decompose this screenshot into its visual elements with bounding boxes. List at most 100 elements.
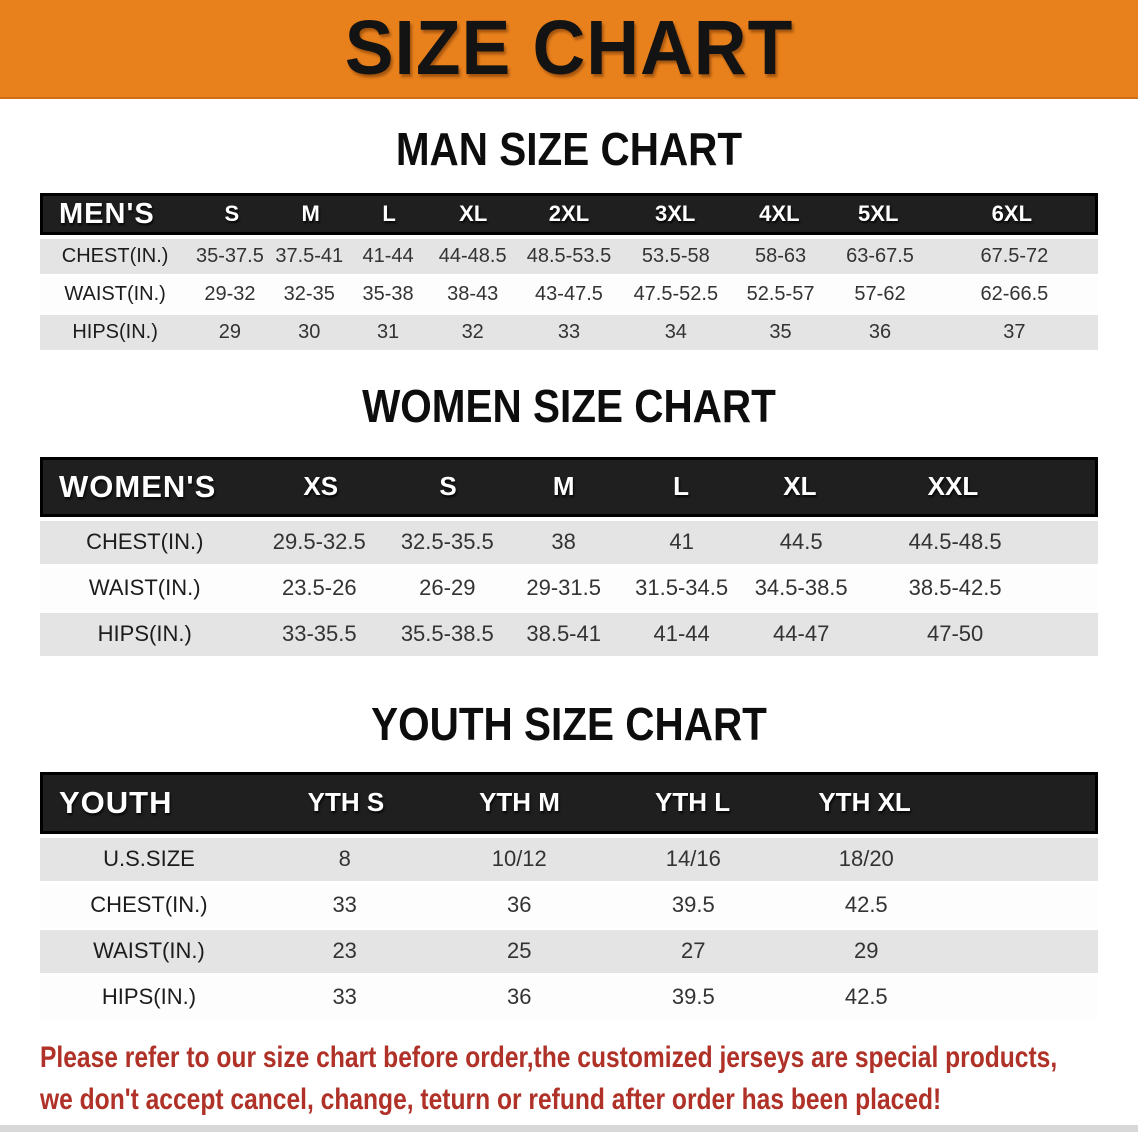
table-cell: 38.5-42.5	[908, 575, 1002, 601]
table-cell: 33	[332, 892, 357, 918]
table-cell: 41	[669, 529, 694, 555]
table-row: HIPS(IN.) 33 36 39.5 42.5	[40, 975, 1098, 1019]
column-header: XS	[303, 471, 339, 502]
column-header: M	[552, 471, 575, 502]
table-cell: 14/16	[665, 846, 721, 872]
table-row: CHEST(IN.) 35-37.5 37.5-41 41-44 44-48.5 48.5…	[40, 239, 1098, 275]
table-cell: 23	[332, 938, 357, 964]
table-cell: 41-44	[653, 621, 710, 647]
row-label: HIPS(IN.)	[101, 984, 197, 1010]
table-cell: 23.5-26	[281, 575, 357, 601]
column-header: YTH XL	[818, 787, 911, 818]
table-cell: 25	[507, 938, 532, 964]
row-label: CHEST(IN.)	[90, 892, 208, 918]
table-row: HIPS(IN.) 29 30 31 32 33 34 35 36 37	[40, 315, 1098, 351]
table-cell: 32-35	[283, 283, 335, 306]
table-header-label: YOUTH	[59, 784, 173, 820]
table-cell: 44.5-48.5	[908, 529, 1002, 555]
table-cell: 27	[681, 938, 706, 964]
table-cell: 31.5-34.5	[635, 575, 729, 601]
table-cell: 44-48.5	[438, 245, 507, 268]
table-cell: 58-63	[754, 245, 807, 268]
row-label: HIPS(IN.)	[97, 621, 192, 647]
row-label: CHEST(IN.)	[61, 245, 169, 268]
section-women: WOMEN SIZE CHART WOMEN'S XS S M L XL XXL CHEST(…	[0, 380, 1138, 656]
table-cell: 18/20	[838, 846, 894, 872]
column-header: S	[439, 471, 457, 502]
column-header: 4XL	[759, 201, 800, 227]
table-cell: 53.5-58	[641, 245, 710, 268]
banner-title: SIZE CHART	[344, 5, 794, 91]
table-cell: 47.5-52.5	[633, 283, 719, 306]
men-size-table: MEN'S S M L XL 2XL 3XL 4XL 5XL 6XL CHEST(IN.) 35-37…	[40, 193, 1098, 351]
table-cell: 42.5	[844, 892, 888, 918]
women-size-table: WOMEN'S XS S M L XL XXL CHEST(IN.) 29.5-32.5 32.5…	[40, 456, 1098, 656]
table-row: CHEST(IN.) 29.5-32.5 32.5-35.5 38 41 44.5 44.5…	[40, 520, 1098, 564]
footnote-line-1: Please refer to our size chart before or…	[40, 1040, 1058, 1074]
table-cell: 26-29	[419, 575, 476, 601]
table-cell: 29-32	[204, 283, 256, 306]
column-header: YTH M	[479, 787, 560, 818]
table-cell: 32	[461, 321, 484, 344]
table-cell: 33	[557, 321, 581, 344]
column-header: XXL	[927, 471, 979, 502]
table-row: WAIST(IN.) 23 25 27 29	[40, 929, 1098, 973]
table-cell: 35-37.5	[195, 245, 264, 268]
column-header: S	[224, 201, 240, 227]
table-cell: 10/12	[491, 846, 547, 872]
table-cell: 42.5	[844, 984, 888, 1010]
youth-size-table: YOUTH YTH S YTH M YTH L YTH XL U.S.SIZE 8 10/12…	[40, 771, 1098, 1019]
table-cell: 57-62	[854, 283, 906, 306]
table-cell: 29	[218, 321, 242, 344]
table-cell: 43-47.5	[535, 283, 603, 306]
table-cell: 29-31.5	[526, 575, 601, 601]
table-cell: 38-43	[447, 283, 499, 306]
table-row: WAIST(IN.) 23.5-26 26-29 29-31.5 31.5-34.5 34…	[40, 566, 1098, 610]
women-section-title: WOMEN SIZE CHART	[362, 380, 776, 433]
row-label: WAIST(IN.)	[88, 575, 201, 601]
footnote: Please refer to our size chart before or…	[0, 1037, 1138, 1121]
column-header: 2XL	[548, 201, 590, 227]
table-cell: 35	[769, 321, 792, 344]
table-cell: 33	[332, 984, 357, 1010]
table-cell: 37.5-41	[275, 245, 344, 268]
column-header: 3XL	[655, 201, 696, 227]
table-row: U.S.SIZE 8 10/12 14/16 18/20	[40, 837, 1098, 881]
table-cell: 35-38	[362, 283, 414, 306]
table-cell: 36	[507, 984, 532, 1010]
table-cell: 48.5-53.5	[526, 245, 612, 268]
table-header-row: WOMEN'S XS S M L XL XXL	[40, 456, 1098, 517]
row-label: WAIST(IN.)	[64, 283, 166, 306]
table-cell: 39.5	[671, 984, 715, 1010]
table-cell: 47-50	[926, 621, 984, 647]
table-cell: 29	[854, 938, 879, 964]
men-section-title: MAN SIZE CHART	[395, 123, 743, 175]
table-header-label: MEN'S	[59, 197, 155, 230]
table-header-row: MEN'S S M L XL 2XL 3XL 4XL 5XL 6XL	[40, 193, 1098, 236]
row-label: WAIST(IN.)	[93, 938, 205, 964]
table-cell: 62-66.5	[980, 283, 1049, 306]
table-cell: 33-35.5	[281, 621, 357, 647]
youth-section-title: YOUTH SIZE CHART	[371, 697, 767, 750]
table-cell: 32.5-35.5	[400, 529, 494, 555]
bottom-edge-strip	[0, 1125, 1138, 1132]
column-header: XL	[459, 201, 488, 227]
table-cell: 44-47	[773, 621, 830, 647]
table-cell: 44.5	[779, 529, 823, 555]
table-cell: 38.5-41	[526, 621, 601, 647]
section-youth: YOUTH SIZE CHART YOUTH YTH S YTH M YTH L YTH…	[0, 697, 1138, 1019]
table-cell: 39.5	[671, 892, 715, 918]
banner: SIZE CHART	[0, 0, 1138, 99]
table-cell: 41-44	[362, 245, 414, 268]
table-cell: 29.5-32.5	[272, 529, 366, 555]
column-header: 5XL	[858, 201, 899, 227]
table-cell: 34	[664, 321, 687, 344]
table-cell: 37	[1003, 321, 1026, 344]
table-header-label: WOMEN'S	[59, 468, 217, 504]
table-cell: 8	[338, 846, 351, 872]
table-row: HIPS(IN.) 33-35.5 35.5-38.5 38.5-41 41-44 44-…	[40, 612, 1098, 656]
table-cell: 34.5-38.5	[754, 575, 848, 601]
column-header: L	[673, 471, 689, 502]
column-header: 6XL	[991, 201, 1033, 227]
